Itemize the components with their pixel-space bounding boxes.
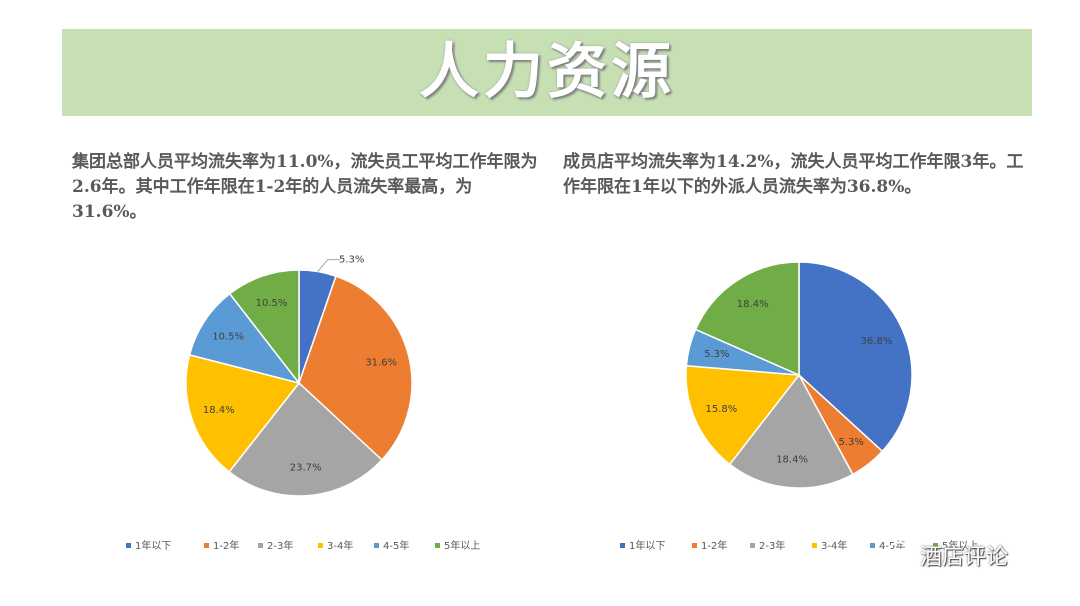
legend0-item-2: 2-3年 xyxy=(258,539,293,555)
legend1-swatch-4 xyxy=(870,542,875,548)
legend0-swatch-5 xyxy=(435,542,440,548)
legend0-label-5: 5年以上 xyxy=(444,541,481,552)
pie1-label-4: 5.3% xyxy=(704,349,729,360)
legend0-swatch-0 xyxy=(126,542,131,548)
legend1-label-4: 4-5年 xyxy=(879,541,906,552)
left-description: 集团总部人员平均流失率为11.0%，流失员工平均工作年限为2.6年。其中工作年限… xyxy=(72,152,538,222)
wechat-icon xyxy=(888,540,916,576)
legend1-swatch-2 xyxy=(750,542,755,548)
watermark-text: 酒店评论 xyxy=(920,545,1009,570)
legend0-label-0: 1年以下 xyxy=(135,541,172,552)
legend1-label-0: 1年以下 xyxy=(629,541,666,552)
pie0-label-4: 10.5% xyxy=(212,331,244,342)
pie1-slice-0 xyxy=(798,261,913,453)
legend0-label-4: 4-5年 xyxy=(383,541,410,552)
legend1-label-5: 5年以上 xyxy=(942,541,979,552)
legend-headquarters: 1年以下 1-2年 2-3年 3-4年 4-5年 5年以上 xyxy=(0,539,540,555)
pie1-slice-2 xyxy=(728,373,854,489)
pie0-label-3: 18.4% xyxy=(203,405,235,416)
legend1-swatch-3 xyxy=(812,542,817,548)
legend0-item-1: 1-2年 xyxy=(204,539,239,555)
legend0-label-3: 3-4年 xyxy=(327,541,354,552)
title-banner: 人力资源 xyxy=(62,29,1032,116)
legend0-item-4: 4-5年 xyxy=(374,539,409,555)
legend1-label-2: 2-3年 xyxy=(759,541,786,552)
legend0-swatch-3 xyxy=(318,542,323,548)
legend1-item-3: 3-4年 xyxy=(812,539,847,555)
legend0-item-5: 5年以上 xyxy=(435,539,480,555)
page-title: 人力资源 xyxy=(419,37,675,107)
legend1-label-3: 3-4年 xyxy=(821,541,848,552)
legend0-item-0: 1年以下 xyxy=(126,539,171,555)
pie0-slice-4 xyxy=(188,292,301,385)
pie0-label-0: 5.3% xyxy=(339,255,364,266)
legend0-swatch-2 xyxy=(258,542,263,548)
right-description: 成员店平均流失率为14.2%，流失人员平均工作年限3年。工作年限在1年以下的外派… xyxy=(563,152,1024,197)
pie1-label-1: 5.3% xyxy=(838,437,863,448)
pie1-label-2: 18.4% xyxy=(776,454,808,465)
legend-member-hotels: 1年以下 1-2年 2-3年 3-4年 4-5年 5年以上 xyxy=(540,539,1080,555)
legend1-item-4: 4-5年 xyxy=(870,539,905,555)
pie0-slice-2 xyxy=(228,381,383,497)
pie1-label-3: 15.8% xyxy=(706,404,738,415)
pie0-slice-1 xyxy=(298,275,413,461)
legend1-item-0: 1年以下 xyxy=(620,539,665,555)
legend1-swatch-1 xyxy=(692,542,697,548)
legend1-label-1: 1-2年 xyxy=(701,541,728,552)
watermark: 酒店评论 xyxy=(888,540,1008,576)
pie1-slice-5 xyxy=(694,261,800,377)
pie0-leader-0 xyxy=(317,259,340,272)
legend1-item-2: 2-3年 xyxy=(750,539,785,555)
legend0-swatch-4 xyxy=(374,542,379,548)
pie0-slice-3 xyxy=(185,353,301,473)
pie1-slice-3 xyxy=(685,364,801,466)
legend1-item-5: 5年以上 xyxy=(933,539,978,555)
pie0-slice-5 xyxy=(228,269,300,386)
pie0-label-1: 31.6% xyxy=(365,357,397,368)
pie0-label-2: 23.7% xyxy=(290,462,322,473)
pie1-label-0: 36.8% xyxy=(861,336,893,347)
legend1-item-1: 1-2年 xyxy=(692,539,727,555)
legend0-label-1: 1-2年 xyxy=(213,541,240,552)
pie0-label-5: 10.5% xyxy=(256,298,288,309)
pie1-label-5: 18.4% xyxy=(737,299,769,310)
legend0-swatch-1 xyxy=(204,542,209,548)
legend1-swatch-5 xyxy=(933,542,938,548)
legend0-label-2: 2-3年 xyxy=(267,541,294,552)
legend1-swatch-0 xyxy=(620,542,625,548)
legend0-item-3: 3-4年 xyxy=(318,539,353,555)
